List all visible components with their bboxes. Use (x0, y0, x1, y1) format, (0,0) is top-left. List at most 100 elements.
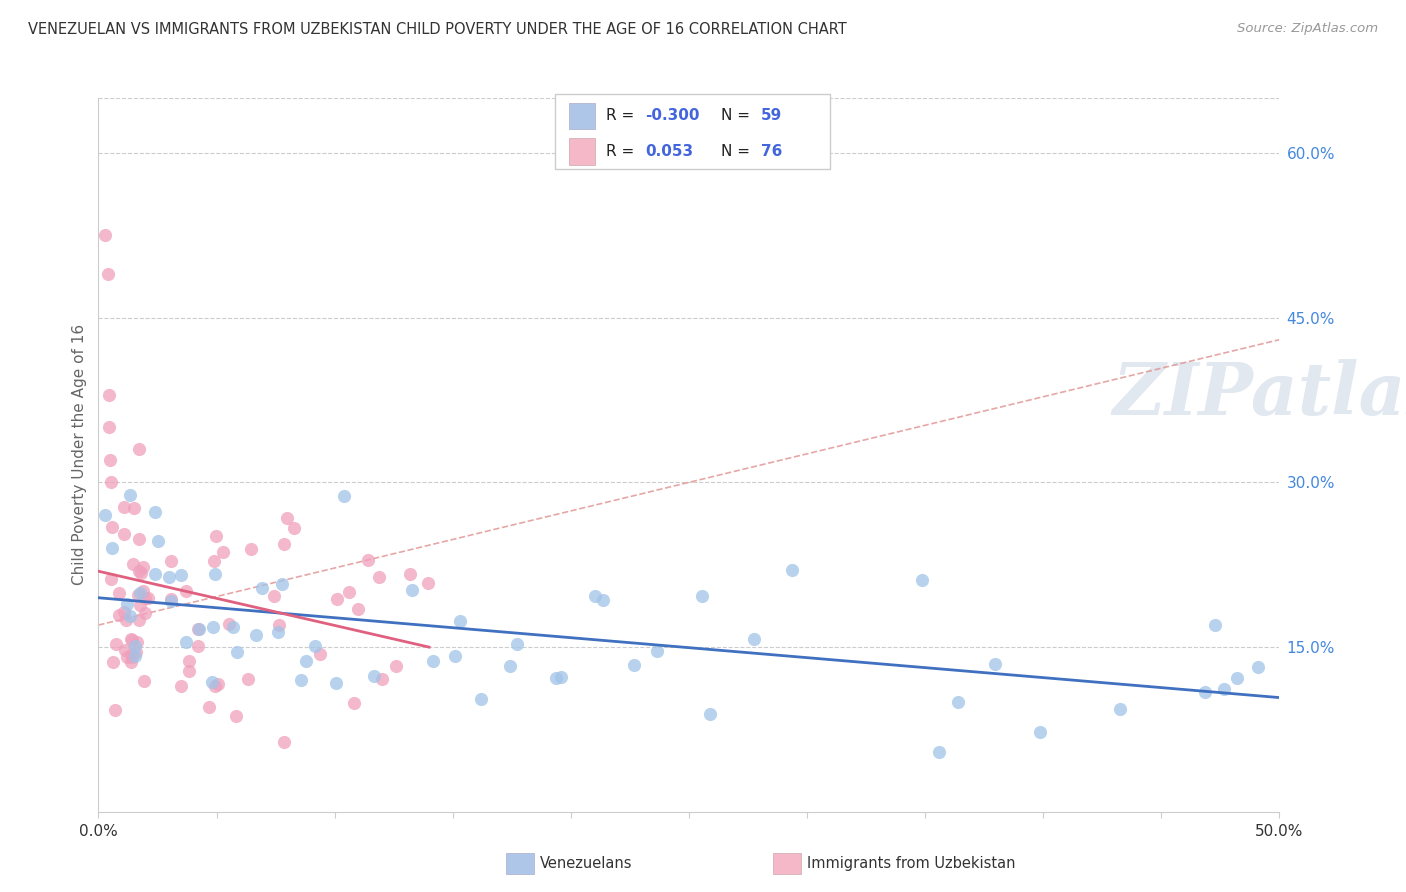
Point (128, 613, 150, 627)
Point (399, 567, 422, 582)
Point (983, 657, 1005, 671)
Point (127, 635, 149, 649)
Point (222, 620, 245, 634)
Point (115, 613, 138, 627)
Point (187, 622, 209, 636)
Point (304, 639, 326, 653)
Point (170, 568, 193, 582)
Point (129, 566, 152, 581)
Point (204, 567, 226, 582)
Point (245, 628, 267, 642)
Point (240, 541, 263, 556)
Point (114, 643, 136, 657)
Point (118, 488, 141, 502)
Point (96, 267, 118, 281)
Text: R =: R = (606, 109, 640, 123)
Point (112, 500, 135, 515)
Point (211, 545, 233, 559)
Point (470, 692, 492, 706)
Text: R =: R = (606, 145, 640, 159)
Point (120, 655, 142, 669)
Point (100, 541, 122, 556)
Text: 76: 76 (761, 145, 782, 159)
Point (337, 585, 360, 599)
Point (592, 592, 614, 607)
Point (115, 650, 138, 665)
Point (115, 597, 138, 611)
Point (928, 746, 950, 760)
Point (98, 420, 121, 434)
Point (699, 706, 721, 721)
Point (201, 620, 224, 634)
Point (143, 505, 166, 519)
Point (236, 672, 259, 686)
Text: Immigrants from Uzbekistan: Immigrants from Uzbekistan (807, 856, 1015, 871)
Point (309, 647, 332, 661)
Point (273, 537, 295, 551)
Text: ZIPatlas: ZIPatlas (1112, 359, 1406, 430)
Point (401, 583, 423, 598)
Point (129, 599, 152, 613)
Point (127, 588, 149, 602)
Point (295, 654, 318, 668)
Point (134, 606, 156, 620)
Point (385, 658, 408, 673)
Text: Venezuelans: Venezuelans (540, 856, 633, 871)
Point (136, 591, 159, 606)
Point (201, 674, 224, 689)
Point (98, 453, 121, 467)
Text: -0.300: -0.300 (645, 109, 700, 123)
Point (347, 602, 370, 616)
Point (357, 553, 380, 567)
Point (273, 735, 295, 749)
Point (226, 645, 249, 659)
Y-axis label: Child Poverty Under the Age of 16: Child Poverty Under the Age of 16 (72, 325, 87, 585)
Point (204, 554, 226, 568)
Point (742, 632, 765, 647)
Point (290, 673, 312, 688)
Point (367, 569, 389, 583)
Point (505, 637, 527, 651)
Point (780, 563, 803, 577)
Point (270, 577, 292, 591)
Point (159, 594, 181, 608)
Point (911, 573, 934, 587)
Point (179, 654, 201, 668)
Point (124, 649, 146, 664)
Point (104, 703, 127, 717)
Text: 59: 59 (761, 109, 782, 123)
Point (124, 639, 146, 653)
Point (103, 655, 125, 669)
Point (132, 560, 155, 574)
Point (125, 644, 148, 658)
Point (97, 387, 120, 401)
Point (122, 501, 145, 516)
Point (550, 670, 572, 684)
Point (100, 475, 122, 490)
Point (120, 632, 142, 646)
Point (690, 590, 713, 604)
Point (107, 607, 129, 622)
Point (128, 442, 150, 457)
Point (198, 700, 221, 714)
Point (112, 526, 135, 541)
Point (159, 554, 181, 568)
Point (325, 675, 347, 690)
Point (157, 570, 180, 584)
Point (118, 608, 141, 623)
Point (333, 490, 356, 504)
Point (326, 591, 349, 606)
Point (132, 583, 155, 598)
Point (128, 533, 150, 547)
Point (129, 586, 152, 600)
Point (112, 605, 135, 619)
Text: N =: N = (721, 109, 755, 123)
Point (1029, 725, 1052, 739)
Point (948, 695, 970, 709)
Point (128, 564, 150, 578)
Point (371, 673, 394, 687)
Point (218, 616, 240, 631)
Point (121, 650, 143, 665)
Text: N =: N = (721, 145, 755, 159)
Point (100, 572, 122, 586)
